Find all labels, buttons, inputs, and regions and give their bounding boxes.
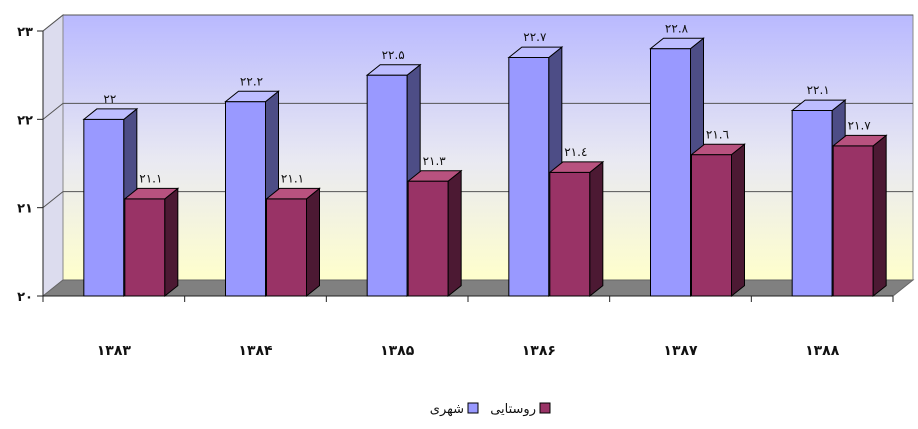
bar-front [791,110,833,297]
bar-front [508,57,550,297]
bar-front [691,154,732,297]
bar-top [649,37,705,50]
bars [82,37,888,298]
bar-front [366,74,408,297]
gridline [42,102,913,120]
bar-front [225,101,266,297]
bar [406,169,463,298]
bar [123,187,180,298]
bar-side [731,143,745,298]
data-label: ۲۲.۷ [523,30,547,44]
x-category-label: ۱۳۸۶ [522,343,556,359]
x-category-label: ۱۳۸۷ [663,343,698,359]
bar-side [306,187,320,298]
bar [548,160,605,298]
legend-label: شهری [430,402,464,417]
legend-label: روستایی [490,402,536,417]
bar [265,187,321,298]
bar-front [549,171,591,297]
data-label: ۲۲ [103,92,116,106]
bar-front [407,180,449,297]
data-label: ۲۲.۵ [382,48,405,62]
y-tick-label: ۲۲ [17,113,33,128]
bar-top [265,187,321,200]
data-label: ۲۱.٤ [564,145,587,159]
bar-top [690,143,746,156]
bar-top [224,90,280,103]
data-label: ۲۱.۷ [848,118,872,132]
x-category-label: ۱۳۸۴ [238,343,273,359]
side-wall [42,13,64,298]
bar-side [872,134,887,298]
bar-front [650,48,691,297]
bar-side [164,187,179,298]
data-label: ۲۲.۱ [807,83,830,97]
bar-front [266,198,307,297]
x-category-label: ۱۳۸۳ [97,343,132,359]
gridline [42,191,913,209]
bar-top [365,64,422,76]
back-wall [62,14,914,281]
x-category-label: ۱۳۸۸ [805,343,840,359]
bar-side [589,160,604,298]
data-labels: ۲۲ ۲۲.۲ ۲۲.۵ ۲۲.۷ ۲۲.۸ ۲۲.۱ ۲۱.۱ ۲۱.۱ ۲۱.۳ ۲۱.٤ ۲۱… [103,21,871,185]
data-label: ۲۱.۳ [423,154,447,168]
legend-swatch [467,402,479,414]
legend-swatch [539,402,551,414]
data-label: ۲۱.۱ [139,171,162,185]
bar-top [507,46,564,58]
data-label: ۲۱.٦ [706,127,729,141]
y-tick-label: ۲۰ [17,290,33,305]
bar-front [124,198,166,297]
bar-front [83,118,125,297]
legend: شهری روستایی [430,402,551,417]
data-label: ۲۲.۸ [665,21,689,35]
bar-top [548,161,605,173]
gridlines [42,14,913,209]
bar-top [123,187,180,200]
y-tick-label: ۲۱ [17,202,33,217]
x-category-label: ۱۳۸۵ [380,343,415,359]
bar-top [831,134,888,147]
bar [507,46,564,298]
bar-side [447,169,462,298]
bar [690,143,746,298]
data-label: ۲۲.۲ [240,74,263,88]
data-label: ۲۱.۱ [281,171,304,185]
y-tick-label: ۲۳ [17,25,33,40]
bar-top [406,170,463,182]
bar-front [832,145,874,297]
axes: ۲۰ ۲۱ ۲۲ ۲۳ ۱۳۸۳ ۱۳۸۴ ۱۳۸۵ ۱۳۸۶ ۱۳۸۷ ۱۳۸۸ [17,25,894,359]
bar [831,134,888,298]
bar-top [790,99,847,111]
bar-top [82,108,139,120]
gridline [42,14,913,32]
